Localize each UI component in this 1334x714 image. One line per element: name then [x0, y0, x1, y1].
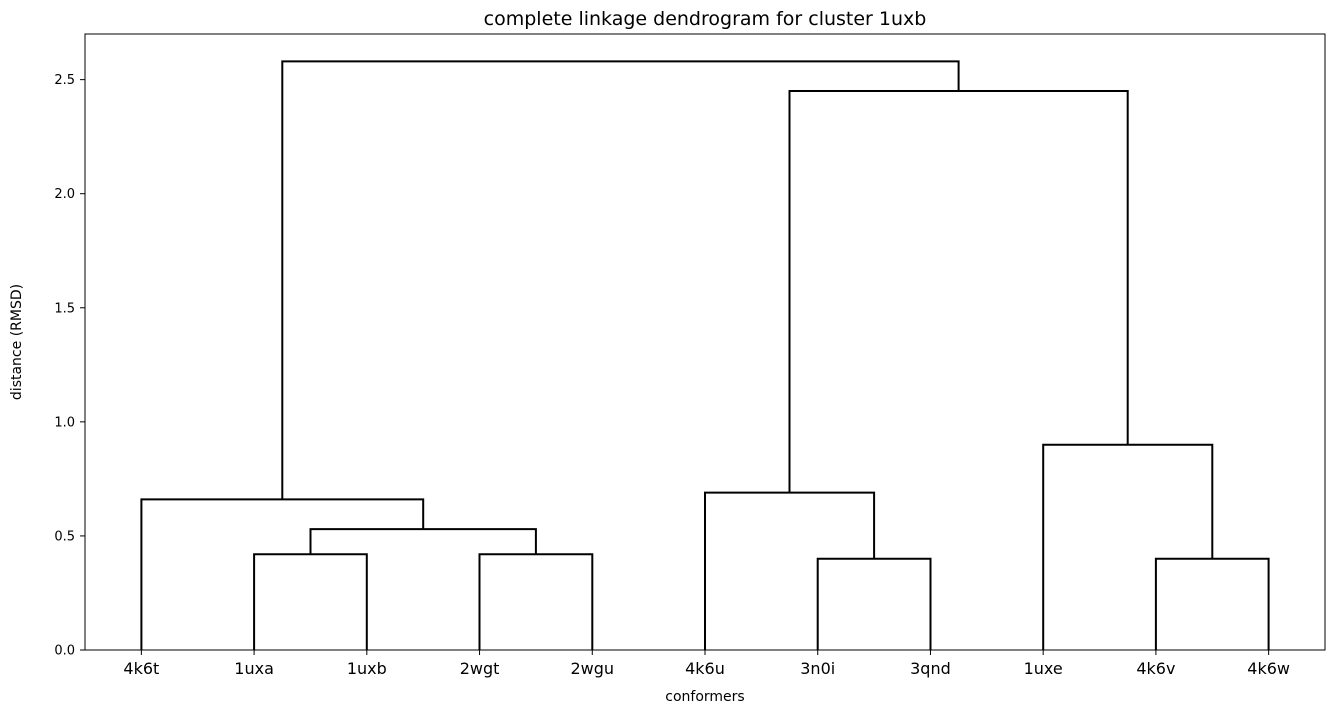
y-tick-label: 2.0	[54, 187, 75, 202]
leaf-label-4k6v: 4k6v	[1136, 659, 1175, 678]
link-2wgt-2wgu	[478, 553, 594, 650]
leaf-label-4k6u: 4k6u	[685, 659, 725, 678]
leaf-label-2wgu: 2wgu	[570, 659, 614, 678]
leaf-label-1uxb: 1uxb	[347, 659, 387, 678]
y-axis-ticks: 0.0 0.5 1.0 1.5 2.0 2.5	[54, 73, 85, 659]
x-axis-label: conformers	[665, 689, 744, 705]
leaf-label-4k6t: 4k6t	[123, 659, 159, 678]
y-tick-label: 2.5	[54, 73, 75, 88]
y-tick-label: 1.0	[54, 415, 75, 430]
y-tick-label: 0.5	[54, 529, 75, 544]
chart-title: complete linkage dendrogram for cluster …	[484, 8, 927, 30]
link-4k6v-4k6w	[1154, 557, 1270, 650]
link-4k6u-group	[704, 491, 876, 650]
leaf-label-1uxa: 1uxa	[234, 659, 274, 678]
link-right-clusters	[788, 90, 1129, 493]
leaf-label-2wgt: 2wgt	[460, 659, 500, 678]
y-axis-label: distance (RMSD)	[9, 284, 25, 400]
y-tick-label: 1.5	[54, 301, 75, 316]
link-4k6t-group	[140, 498, 425, 650]
x-axis-ticks: 4k6t 1uxa 1uxb 2wgt 2wgu 4k6u 3n0i 3qnd 1uxe 4k6v…	[123, 650, 1290, 678]
link-1uxe-group	[1042, 443, 1214, 650]
leaf-label-3n0i: 3n0i	[800, 659, 835, 678]
leaf-label-1uxe: 1uxe	[1024, 659, 1063, 678]
link-root	[281, 60, 960, 500]
y-tick-label: 0.0	[54, 644, 75, 659]
link-1uxa-1uxb	[253, 553, 368, 650]
leaf-label-4k6w: 4k6w	[1247, 659, 1290, 678]
link-1uxab-2wgtu	[309, 528, 537, 555]
leaf-label-3qnd: 3qnd	[910, 659, 951, 678]
dendrogram-links	[140, 60, 1270, 650]
link-3n0i-3qnd	[816, 557, 932, 650]
